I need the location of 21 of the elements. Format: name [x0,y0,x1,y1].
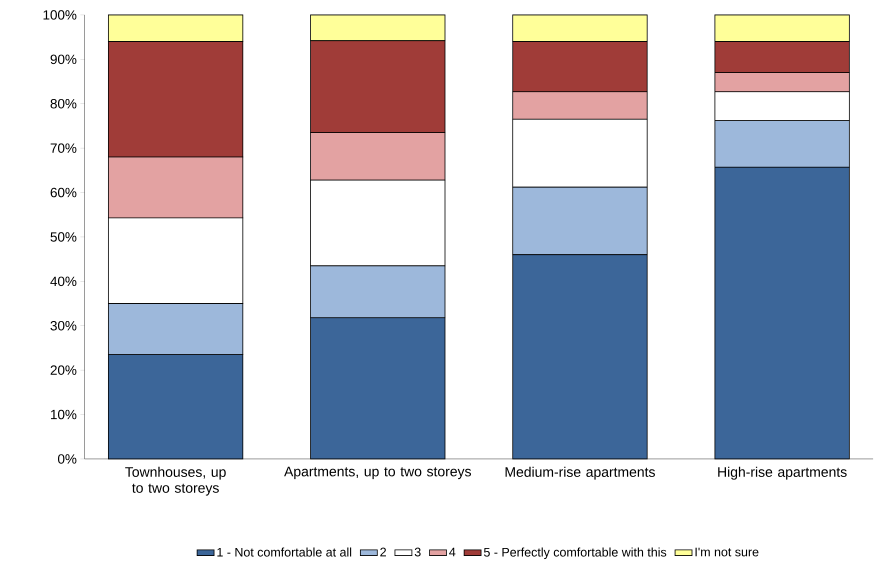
legend-label: 2 [380,547,386,556]
x-tick-label: High-rise apartments [718,466,847,480]
x-tick-label: Medium-rise apartments [506,466,655,480]
x-tick-label: Townhouses, up to two storeys [125,466,226,496]
legend-label: I'm not sure [696,547,758,556]
y-tick-label: 20% [50,365,76,375]
y-tick-label: 10% [51,410,76,420]
y-tick-label: 90% [50,54,76,64]
legend-label: 4 [449,547,456,556]
legend-label: 3 [414,547,421,556]
y-tick-label: 40% [50,276,76,286]
x-tick-label: Apartments, up to two storeys [284,466,471,479]
y-tick-label: 60% [50,188,76,198]
y-tick-label: 80% [50,98,76,108]
y-tick-label: 30% [50,320,76,330]
legend-label: 5 - Perfectly comfortable with this [484,547,666,559]
y-tick-label: 0% [58,454,76,464]
y-tick-label: 50% [50,232,76,242]
y-tick-label: 70% [50,143,76,153]
legend-label: 1 - Not comfortable at all [217,547,352,556]
y-tick-label: 100% [44,10,76,20]
